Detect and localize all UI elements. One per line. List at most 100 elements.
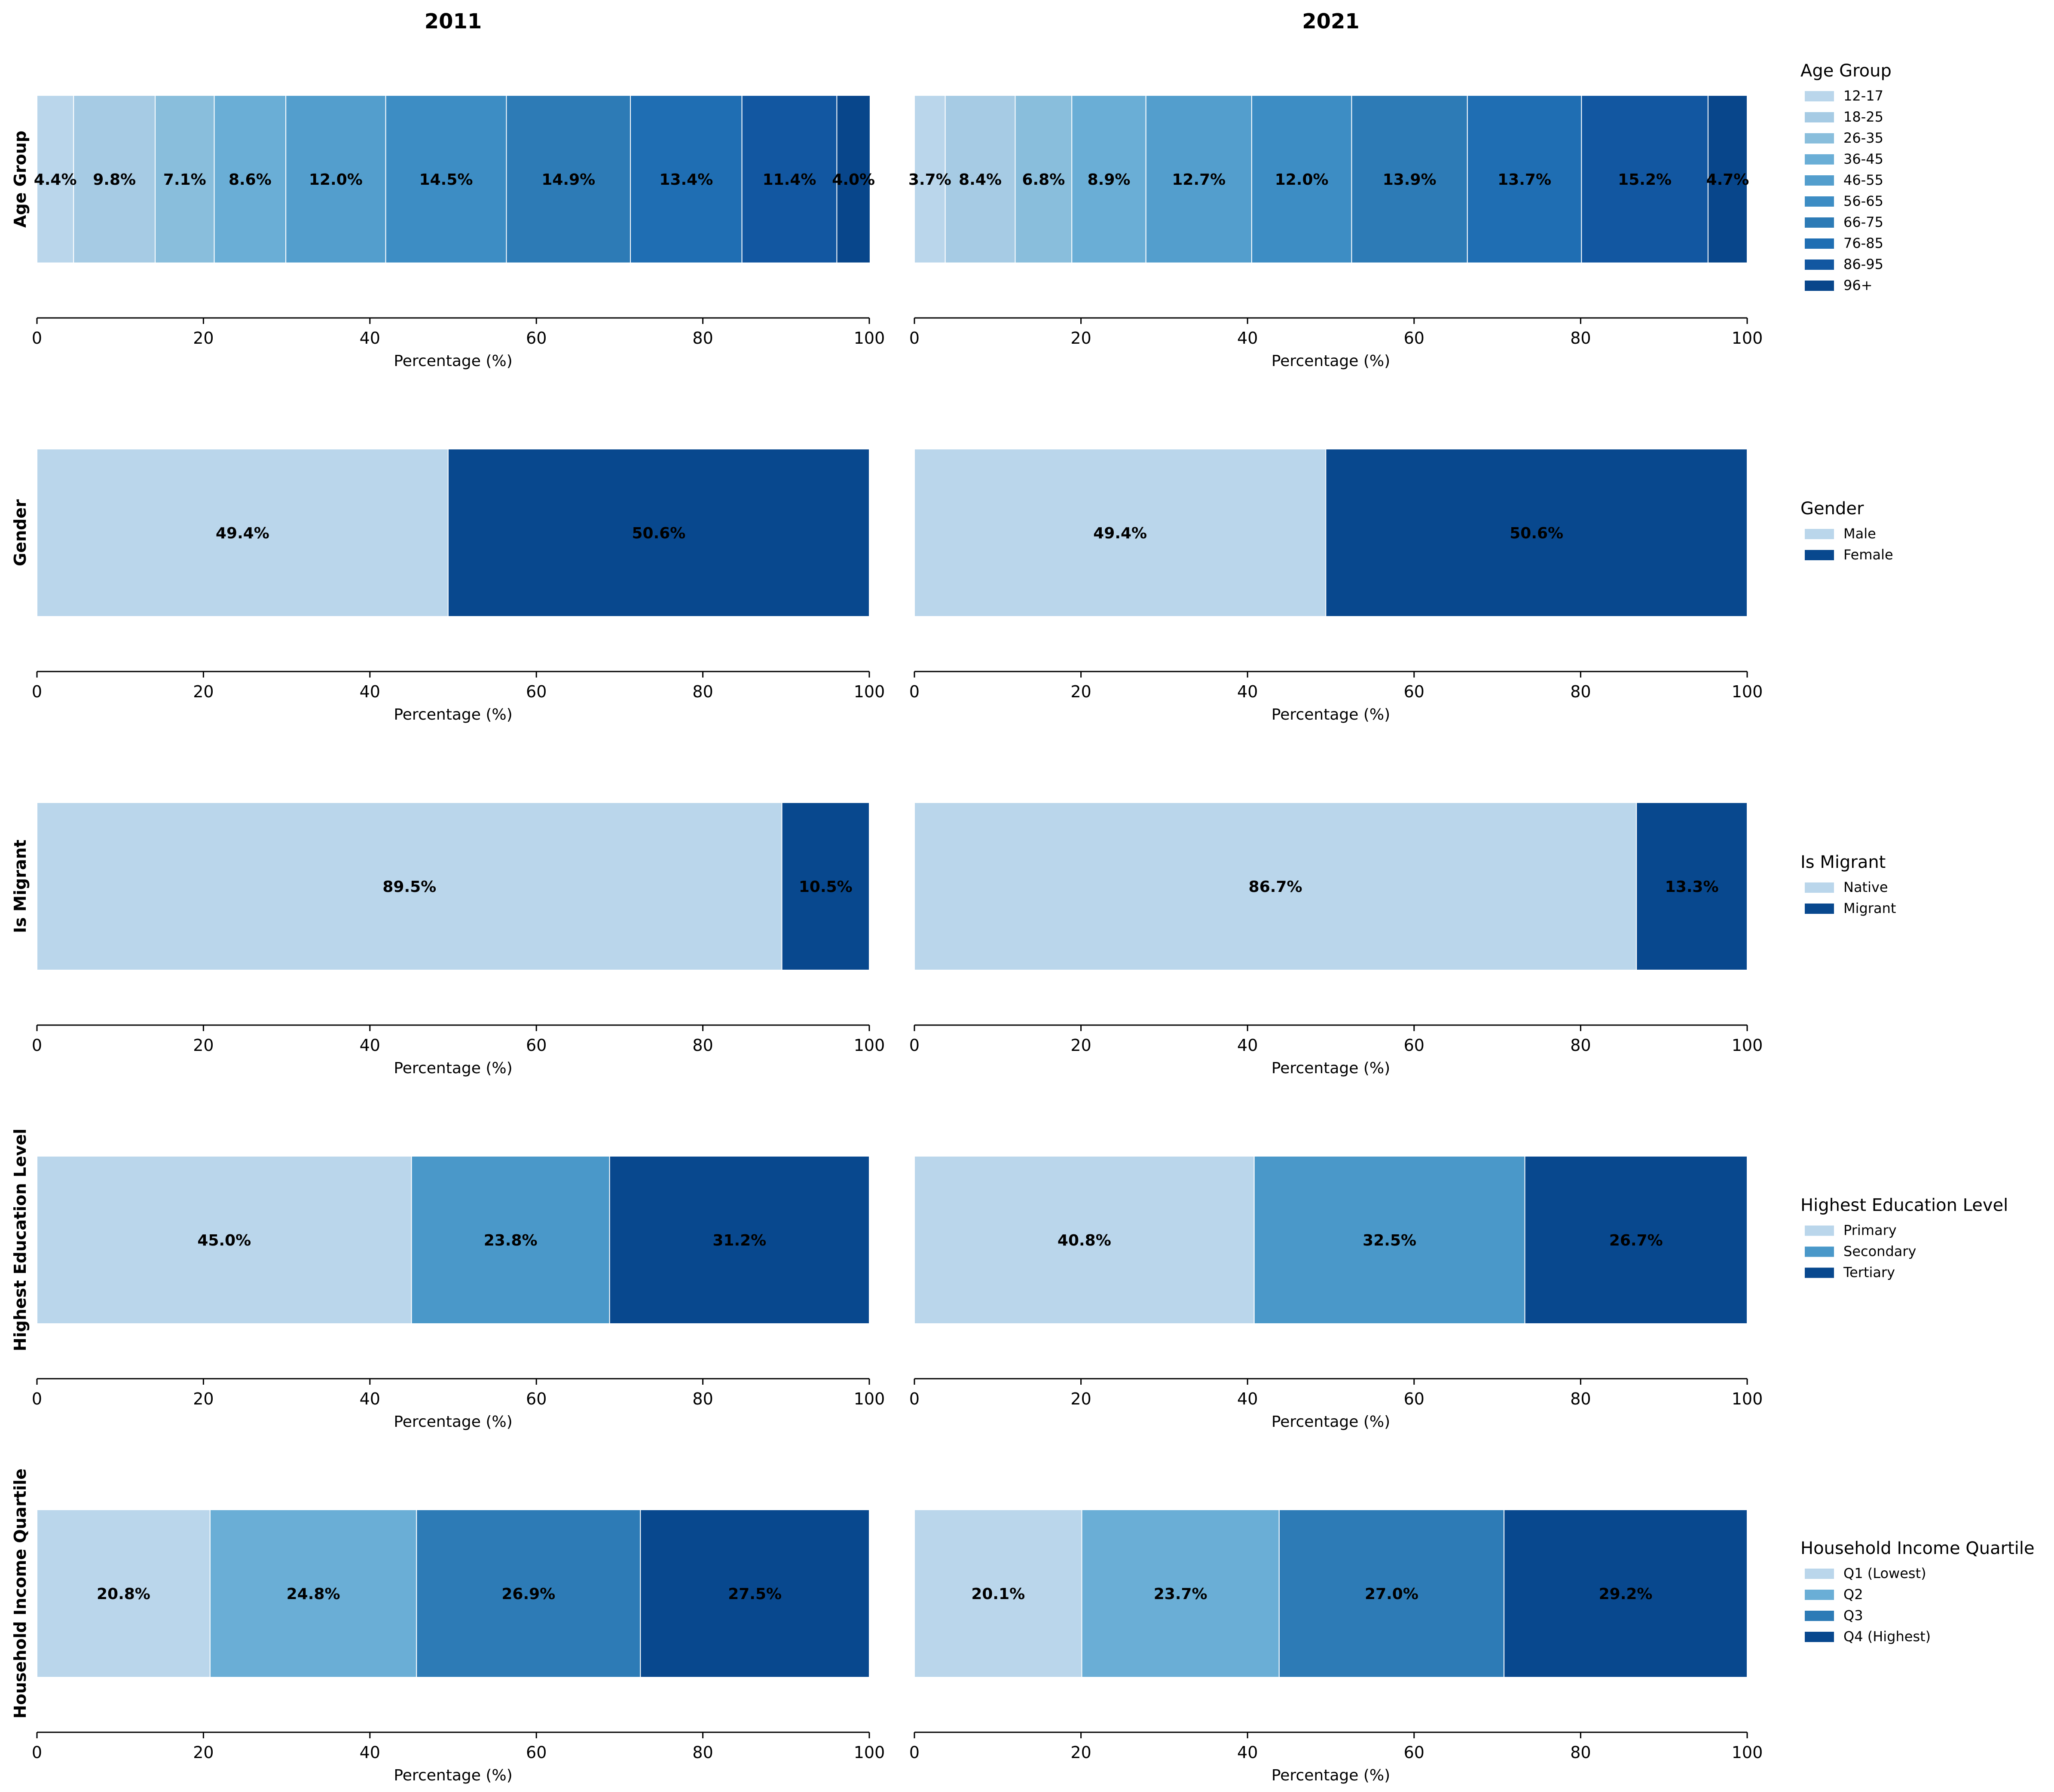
- x-tick-label-is-migrant-2021-0: 0: [909, 1036, 920, 1055]
- legend-label-household-income-quartile-0: Q1 (Lowest): [1843, 1565, 1926, 1581]
- bar-segment-age-group-2021-0: [914, 95, 946, 263]
- x-tick-label-gender-2021-2: 40: [1237, 682, 1258, 701]
- data-label-household-income-quartile-2021-3: 29.2%: [1599, 1585, 1653, 1603]
- x-tick-label-is-migrant-2021-3: 60: [1404, 1036, 1424, 1055]
- x-tick-label-household-income-quartile-2011-5: 100: [854, 1743, 885, 1762]
- legend-label-highest-education-level-2: Tertiary: [1843, 1264, 1895, 1281]
- bar-segment-household-income-quartile-2011-1: [209, 1509, 417, 1678]
- data-label-age-group-2021-6: 13.9%: [1383, 171, 1437, 189]
- bar-segment-age-group-2021-9: [1707, 95, 1748, 263]
- data-label-gender-2021-0: 49.4%: [1093, 525, 1147, 542]
- bar-segment-age-group-2021-5: [1251, 95, 1352, 263]
- data-label-age-group-2011-8: 11.4%: [763, 171, 816, 189]
- legend-label-age-group-4: 46-55: [1843, 172, 1883, 188]
- x-tick-label-household-income-quartile-2011-3: 60: [526, 1743, 547, 1762]
- x-tick-label-highest-education-level-2021-0: 0: [909, 1389, 920, 1408]
- x-tick-label-highest-education-level-2011-4: 80: [692, 1389, 713, 1408]
- bar-segment-age-group-2021-8: [1581, 95, 1709, 263]
- data-label-age-group-2011-1: 9.8%: [93, 171, 136, 189]
- x-tick-label-highest-education-level-2011-0: 0: [32, 1389, 42, 1408]
- legend-swatch-household-income-quartile-2: [1805, 1611, 1834, 1621]
- x-tick-label-household-income-quartile-2011-0: 0: [32, 1743, 42, 1762]
- data-label-age-group-2021-7: 13.7%: [1498, 171, 1551, 189]
- bar-segment-household-income-quartile-2021-1: [1081, 1509, 1280, 1678]
- legend-swatch-household-income-quartile-0: [1805, 1569, 1834, 1579]
- x-tick-label-household-income-quartile-2021-4: 80: [1570, 1743, 1591, 1762]
- legend-swatch-gender-0: [1805, 529, 1834, 539]
- legend-swatch-age-group-1: [1805, 112, 1834, 122]
- data-label-age-group-2021-4: 12.7%: [1172, 171, 1226, 189]
- x-tick-label-age-group-2021-5: 100: [1732, 329, 1763, 348]
- x-axis-label-age-group-2011: Percentage (%): [394, 352, 512, 370]
- legend-label-age-group-8: 86-95: [1843, 256, 1883, 272]
- x-tick-label-age-group-2011-4: 80: [692, 329, 713, 348]
- row-label-age-group: Age Group: [11, 131, 30, 228]
- x-axis-label-is-migrant-2021: Percentage (%): [1272, 1059, 1390, 1077]
- legend-swatch-is-migrant-1: [1805, 904, 1834, 914]
- x-axis-label-gender-2011: Percentage (%): [394, 706, 512, 724]
- legend-label-highest-education-level-0: Primary: [1843, 1222, 1897, 1239]
- legend-label-household-income-quartile-1: Q2: [1843, 1586, 1863, 1603]
- legend-swatch-age-group-0: [1805, 91, 1834, 101]
- data-label-highest-education-level-2011-2: 31.2%: [712, 1232, 766, 1249]
- data-label-highest-education-level-2011-0: 45.0%: [197, 1232, 251, 1249]
- legend-title-highest-education-level: Highest Education Level: [1800, 1196, 2008, 1215]
- data-label-is-migrant-2021-1: 13.3%: [1665, 878, 1719, 896]
- x-tick-label-gender-2021-1: 20: [1070, 682, 1091, 701]
- data-label-highest-education-level-2011-1: 23.8%: [484, 1232, 538, 1249]
- legend-swatch-age-group-7: [1805, 238, 1834, 249]
- x-tick-label-age-group-2011-1: 20: [193, 329, 214, 348]
- x-tick-label-household-income-quartile-2021-2: 40: [1237, 1743, 1258, 1762]
- data-label-age-group-2021-8: 15.2%: [1618, 171, 1672, 189]
- data-label-highest-education-level-2021-2: 26.7%: [1609, 1232, 1663, 1249]
- legend-label-household-income-quartile-2: Q3: [1843, 1607, 1863, 1624]
- data-label-gender-2011-1: 50.6%: [632, 525, 685, 542]
- bar-segment-is-migrant-2021-1: [1636, 802, 1748, 971]
- x-tick-label-highest-education-level-2021-2: 40: [1237, 1389, 1258, 1408]
- bar-segment-age-group-2021-4: [1145, 95, 1252, 263]
- x-axis-label-highest-education-level-2011: Percentage (%): [394, 1413, 512, 1431]
- x-tick-label-age-group-2021-3: 60: [1404, 329, 1424, 348]
- data-label-age-group-2021-3: 8.9%: [1088, 171, 1131, 189]
- data-label-household-income-quartile-2011-3: 27.5%: [728, 1585, 782, 1603]
- legend-swatch-age-group-2: [1805, 133, 1834, 143]
- data-label-age-group-2011-3: 8.6%: [229, 171, 272, 189]
- bar-segment-is-migrant-2011-0: [37, 802, 782, 971]
- x-tick-label-highest-education-level-2011-3: 60: [526, 1389, 547, 1408]
- data-label-age-group-2011-5: 14.5%: [419, 171, 473, 189]
- bar-segment-is-migrant-2011-1: [781, 802, 870, 971]
- bar-segment-highest-education-level-2021-1: [1253, 1156, 1525, 1324]
- x-tick-label-household-income-quartile-2011-4: 80: [692, 1743, 713, 1762]
- bar-segment-age-group-2011-4: [285, 95, 386, 263]
- data-label-age-group-2021-2: 6.8%: [1022, 171, 1065, 189]
- x-tick-label-gender-2011-0: 0: [32, 682, 42, 701]
- x-axis-label-household-income-quartile-2011: Percentage (%): [394, 1767, 512, 1784]
- bar-segment-highest-education-level-2011-2: [609, 1156, 870, 1324]
- x-tick-label-age-group-2021-1: 20: [1070, 329, 1091, 348]
- data-label-age-group-2011-2: 7.1%: [163, 171, 206, 189]
- legend-label-age-group-3: 36-45: [1843, 151, 1883, 167]
- bar-segment-highest-education-level-2021-0: [914, 1156, 1255, 1324]
- data-label-household-income-quartile-2021-2: 27.0%: [1365, 1585, 1418, 1603]
- bar-segment-age-group-2011-1: [73, 95, 156, 263]
- bar-segment-highest-education-level-2011-0: [37, 1156, 412, 1324]
- bar-segment-age-group-2011-5: [385, 95, 507, 263]
- legend-swatch-age-group-5: [1805, 196, 1834, 207]
- x-tick-label-age-group-2021-0: 0: [909, 329, 920, 348]
- x-tick-label-household-income-quartile-2021-5: 100: [1732, 1743, 1763, 1762]
- data-label-age-group-2011-4: 12.0%: [309, 171, 363, 189]
- data-label-is-migrant-2021-0: 86.7%: [1249, 878, 1302, 896]
- legend-label-age-group-1: 18-25: [1843, 109, 1883, 125]
- legend-title-household-income-quartile: Household Income Quartile: [1800, 1539, 2035, 1558]
- bar-segment-age-group-2021-7: [1467, 95, 1582, 263]
- legend-label-age-group-5: 56-65: [1843, 193, 1883, 209]
- x-axis-label-household-income-quartile-2021: Percentage (%): [1272, 1767, 1390, 1784]
- x-tick-label-is-migrant-2021-5: 100: [1732, 1036, 1763, 1055]
- bar-segment-age-group-2021-6: [1351, 95, 1468, 263]
- x-axis-label-age-group-2021: Percentage (%): [1272, 352, 1390, 370]
- legend-label-gender-1: Female: [1843, 546, 1893, 563]
- x-tick-label-household-income-quartile-2021-1: 20: [1070, 1743, 1091, 1762]
- bar-segment-highest-education-level-2021-2: [1524, 1156, 1748, 1324]
